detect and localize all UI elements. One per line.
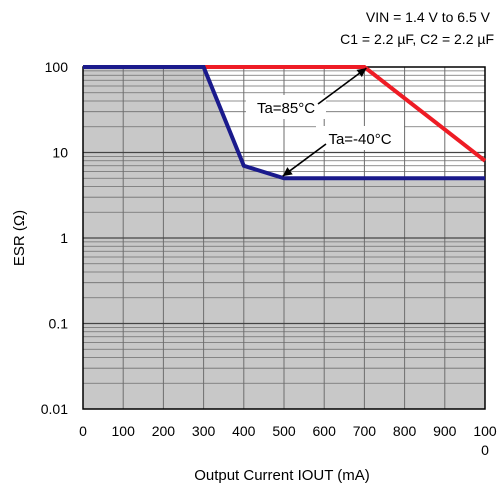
y-tick-label: 1 (60, 230, 68, 246)
x-tick-label: 900 (433, 423, 457, 439)
chart-conditions: VIN = 1.4 V to 6.5 V C1 = 2.2 µF, C2 = 2… (340, 9, 494, 47)
x-tick-label: 800 (393, 423, 417, 439)
annotation-ta-minus-40-label: Ta=-40°C (328, 131, 391, 148)
x-tick-label: 600 (313, 423, 337, 439)
x-axis-label: Output Current IOUT (mA) (194, 467, 370, 484)
x-tick-label: 100 (112, 423, 136, 439)
condition-line-2: C1 = 2.2 µF, C2 = 2.2 µF (340, 31, 494, 47)
x-tick-label: 200 (152, 423, 176, 439)
y-tick-label: 10 (52, 145, 68, 161)
annotation-ta-85-background (246, 95, 326, 119)
annotation-ta-minus-40-arrowhead (282, 167, 293, 177)
condition-line-1: VIN = 1.4 V to 6.5 V (366, 9, 491, 25)
x-tick-label: 0 (481, 442, 489, 458)
annotation-ta-85-leader (317, 67, 367, 105)
annotation-ta-minus-40-background (316, 126, 404, 150)
x-tick-label: 700 (353, 423, 377, 439)
y-axis-label: ESR (Ω) (11, 210, 28, 266)
x-tick-label: 400 (232, 423, 256, 439)
annotation-ta-85-arrowhead (356, 68, 367, 78)
annotation-ta-85-label: Ta=85°C (257, 100, 315, 117)
x-tick-label: 500 (272, 423, 296, 439)
series-line-ta-minus-40 (83, 65, 485, 181)
x-tick-label: 300 (192, 423, 216, 439)
plot-area: Ta=85°C Ta=-40°C (82, 65, 487, 410)
y-tick-label: 0.01 (41, 401, 68, 417)
axis-ticks: 0.01 0.1 1 10 100 0 100 200 300 400 500 600 700 800 90… (41, 59, 497, 458)
x-tick-label: 0 (79, 423, 87, 439)
y-tick-label: 0.1 (49, 316, 69, 332)
x-tick-label: 100 (473, 423, 497, 439)
y-tick-label: 100 (45, 59, 69, 75)
